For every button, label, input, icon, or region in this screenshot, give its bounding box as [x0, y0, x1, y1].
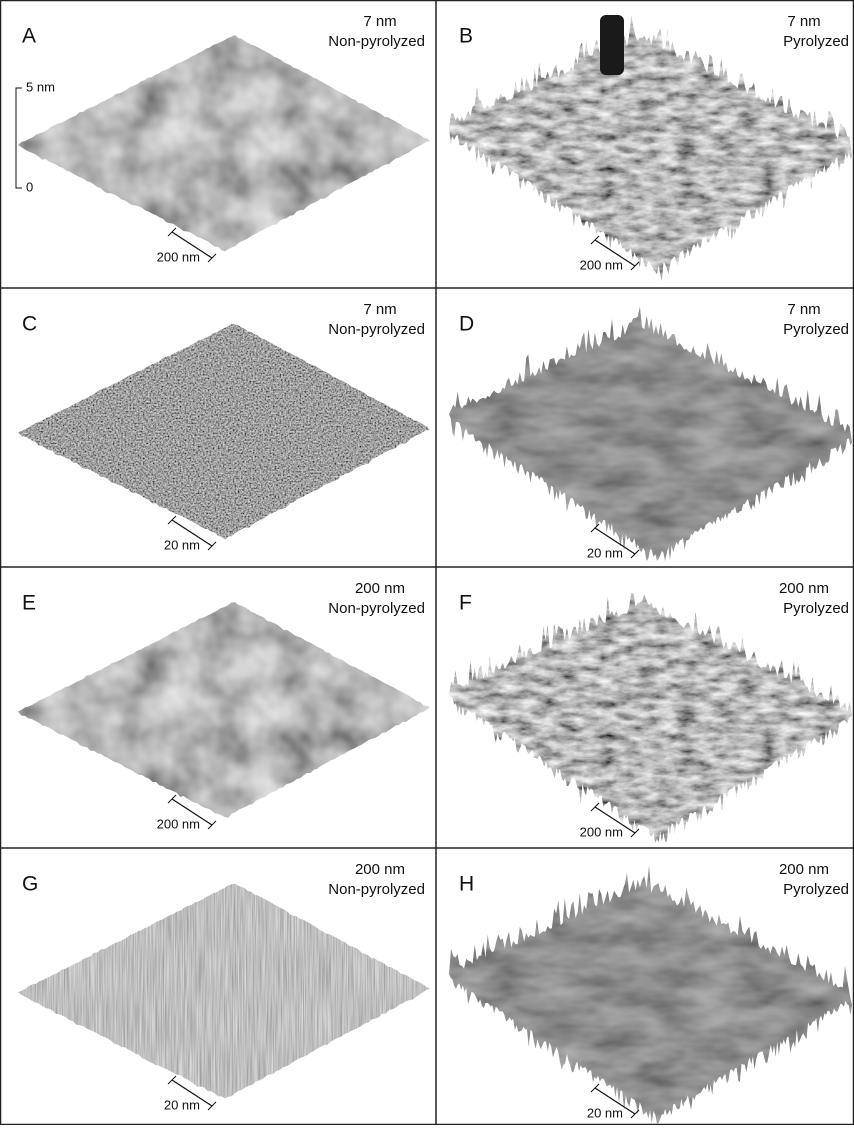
scale-bar-tick	[591, 803, 599, 811]
condition-label: Pyrolyzed	[783, 33, 849, 50]
scale-bar-tick	[208, 821, 216, 829]
scale-bar-label: 200 nm	[157, 816, 200, 831]
scale-bar-tick	[631, 550, 639, 558]
scale-bar-tick	[168, 795, 176, 803]
panel-letter: C	[22, 313, 37, 336]
height-scale	[16, 88, 22, 188]
condition-label: Non-pyrolyzed	[328, 881, 425, 898]
condition-label: Non-pyrolyzed	[328, 600, 425, 617]
scale-bar-label: 200 nm	[580, 257, 623, 272]
condition-label: Pyrolyzed	[783, 881, 849, 898]
surface	[18, 35, 430, 251]
panel-letter: G	[22, 873, 38, 896]
panel: F 200 nm Pyrolyzed 200 nm	[449, 580, 852, 844]
condition-label: Non-pyrolyzed	[328, 321, 425, 338]
figure: A 7 nm Non-pyrolyzed 200 nm 5 nm 0 B 7 nm Pyroly…	[0, 0, 854, 1125]
condition-label: Pyrolyzed	[783, 600, 849, 617]
thickness-label: 200 nm	[779, 580, 829, 597]
thickness-label: 200 nm	[779, 861, 829, 878]
condition-label: Pyrolyzed	[783, 321, 849, 338]
scale-bar-label: 20 nm	[164, 537, 200, 552]
scale-bar-tick	[208, 254, 216, 262]
panel-letter: D	[459, 313, 474, 336]
scale-bar-tick	[591, 1084, 599, 1092]
thickness-label: 7 nm	[363, 13, 396, 30]
scale-bar-tick	[168, 516, 176, 524]
panel: E 200 nm Non-pyrolyzed 200 nm	[18, 580, 430, 831]
panel: B 7 nm Pyrolyzed 200 nm	[449, 13, 852, 281]
panel-letter: F	[459, 592, 472, 615]
surface	[449, 865, 852, 1123]
condition-label: Non-pyrolyzed	[328, 33, 425, 50]
panel-letter: B	[459, 25, 473, 48]
scale-bar-label: 20 nm	[164, 1097, 200, 1112]
scale-bar-label: 20 nm	[587, 1105, 623, 1120]
surface	[18, 324, 430, 540]
panel: H 200 nm Pyrolyzed 20 nm	[449, 861, 852, 1124]
scale-bar-tick	[591, 236, 599, 244]
panel: G 200 nm Non-pyrolyzed 20 nm	[18, 861, 430, 1112]
panel: D 7 nm Pyrolyzed 20 nm	[449, 301, 852, 562]
panel-letter: A	[22, 25, 36, 48]
thickness-label: 200 nm	[355, 861, 405, 878]
surface	[449, 593, 852, 844]
scale-bar-tick	[631, 1110, 639, 1118]
scale-bar-label: 200 nm	[580, 824, 623, 839]
surface	[449, 307, 852, 562]
panel-letter: E	[22, 592, 36, 615]
scale-bar-label: 20 nm	[587, 545, 623, 560]
scale-bar-tick	[208, 542, 216, 550]
scale-bar-tick	[591, 524, 599, 532]
panel-letter: H	[459, 873, 474, 896]
height-scale-bottom: 0	[26, 179, 33, 194]
surface	[449, 15, 852, 281]
thickness-label: 7 nm	[787, 13, 820, 30]
height-scale-top: 5 nm	[26, 79, 55, 94]
thickness-label: 7 nm	[787, 301, 820, 318]
panel: C 7 nm Non-pyrolyzed 20 nm	[18, 301, 430, 552]
surface	[18, 884, 430, 1099]
surface-pillar	[600, 15, 624, 75]
panel: A 7 nm Non-pyrolyzed 200 nm 5 nm 0	[16, 13, 430, 264]
thickness-label: 200 nm	[355, 580, 405, 597]
thickness-label: 7 nm	[363, 301, 396, 318]
scale-bar-tick	[168, 228, 176, 236]
scale-bar-label: 200 nm	[157, 249, 200, 264]
scale-bar-tick	[631, 262, 639, 270]
scale-bar-tick	[208, 1102, 216, 1110]
surface	[18, 602, 430, 818]
scale-bar-tick	[168, 1076, 176, 1084]
scale-bar-tick	[631, 829, 639, 837]
